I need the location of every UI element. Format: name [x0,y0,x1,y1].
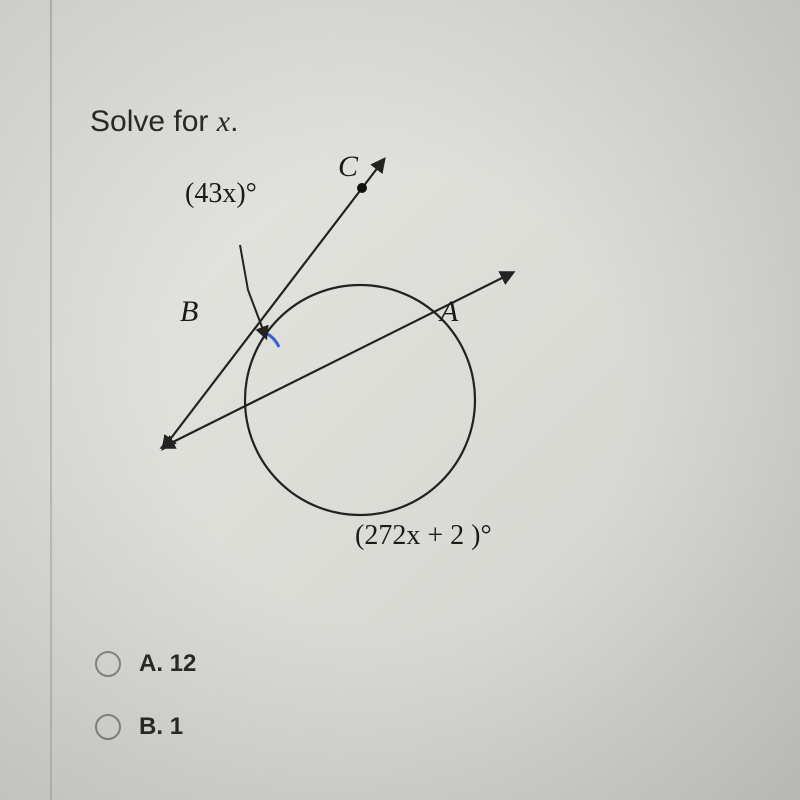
radio-icon[interactable] [95,714,121,740]
radio-icon[interactable] [95,651,121,677]
point-C-dot [357,183,367,193]
point-label-B: B [180,295,198,329]
option-A[interactable]: A. 12 [95,650,196,678]
prompt-post: . [230,105,238,138]
answer-options: A. 12 B. 1 [95,650,196,776]
arc-label-272x: (272x + 2 )° [355,520,492,552]
prompt-var: x [217,105,230,138]
option-B[interactable]: B. 1 [95,713,196,741]
question-prompt: Solve for x. [90,105,238,139]
geometry-figure: (43x)° C B A (272x + 2 )° [130,150,570,570]
option-text: B. 1 [139,713,183,741]
option-text: A. 12 [139,650,196,678]
page-left-margin [50,0,52,800]
figure-svg [130,150,570,570]
angle-marker [266,333,279,347]
point-label-A: A [440,295,458,329]
prompt-pre: Solve for [90,105,217,138]
angle-label-43x: (43x)° [185,178,257,210]
point-label-C: C [338,150,358,184]
